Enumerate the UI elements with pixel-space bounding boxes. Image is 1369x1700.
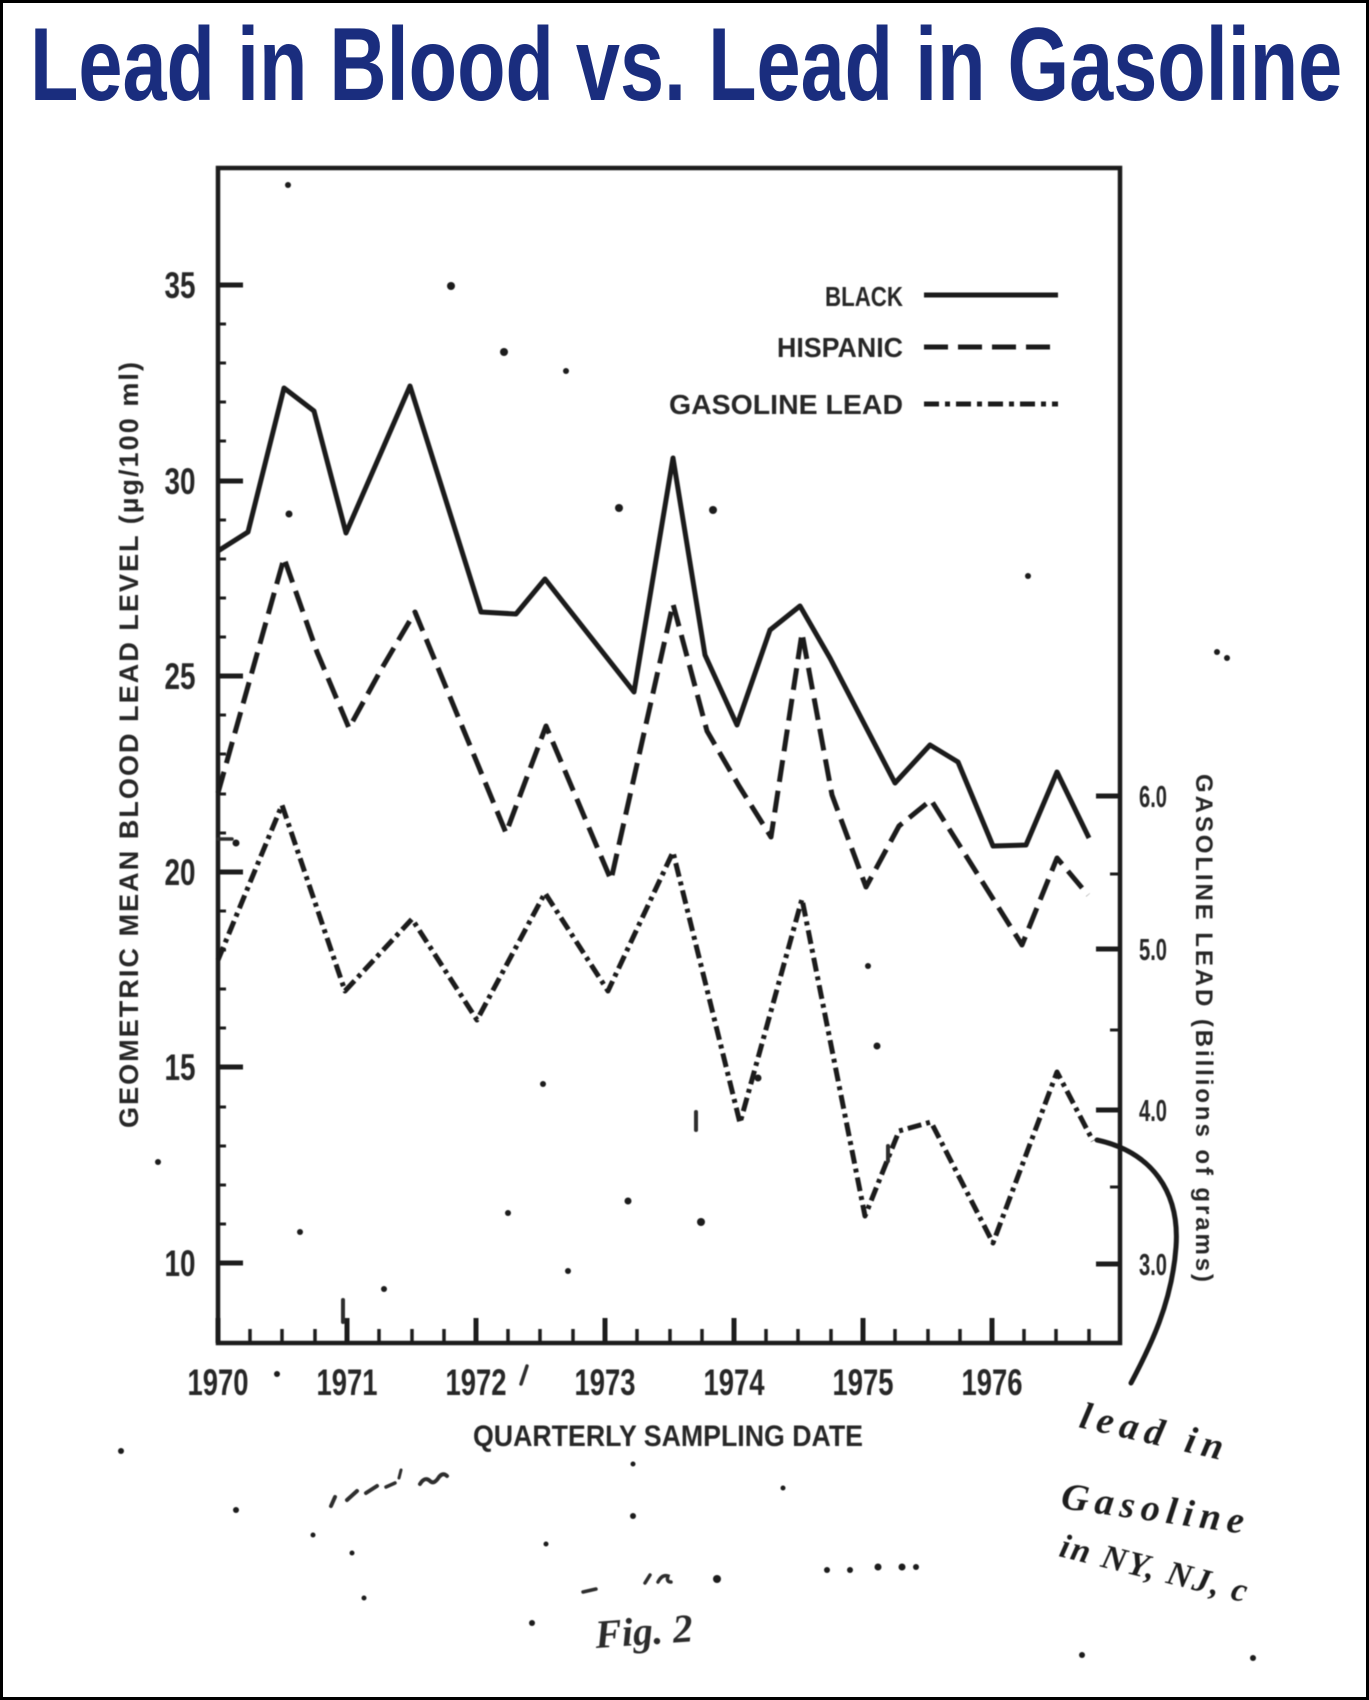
svg-text:35: 35 xyxy=(165,265,196,306)
svg-text:15: 15 xyxy=(165,1047,196,1088)
svg-text:1974: 1974 xyxy=(704,1362,765,1403)
svg-text:1970: 1970 xyxy=(188,1362,249,1403)
svg-text:1973: 1973 xyxy=(575,1362,636,1403)
svg-text:GASOLINE LEAD: GASOLINE LEAD xyxy=(669,389,903,420)
svg-text:GEOMETRIC MEAN BLOOD LEAD LEVE: GEOMETRIC MEAN BLOOD LEAD LEVEL (µg/100 … xyxy=(114,362,144,1128)
svg-text:20: 20 xyxy=(165,852,196,893)
svg-text:lead in: lead in xyxy=(1076,1395,1228,1469)
svg-text:25: 25 xyxy=(165,656,196,697)
svg-text:6.0: 6.0 xyxy=(1139,779,1167,814)
svg-text:HISPANIC: HISPANIC xyxy=(777,332,903,363)
svg-text:5.0: 5.0 xyxy=(1139,932,1167,967)
svg-text:3.0: 3.0 xyxy=(1139,1247,1167,1282)
svg-text:1976: 1976 xyxy=(962,1362,1023,1403)
svg-text:1971: 1971 xyxy=(317,1362,378,1403)
svg-text:Fig. 2: Fig. 2 xyxy=(592,1605,694,1657)
svg-text:10: 10 xyxy=(165,1243,196,1284)
svg-text:in NY, NJ, c: in NY, NJ, c xyxy=(1056,1528,1251,1610)
svg-text:1975: 1975 xyxy=(833,1362,894,1403)
svg-text:30: 30 xyxy=(165,461,196,502)
svg-text:GASOLINE LEAD (Billions of gra: GASOLINE LEAD (Billions of grams) xyxy=(1190,774,1217,1282)
svg-text:QUARTERLY SAMPLING DATE: QUARTERLY SAMPLING DATE xyxy=(473,1420,863,1453)
svg-text:4.0: 4.0 xyxy=(1139,1093,1167,1128)
svg-text:1972: 1972 xyxy=(446,1362,507,1403)
svg-text:BLACK: BLACK xyxy=(825,281,903,312)
